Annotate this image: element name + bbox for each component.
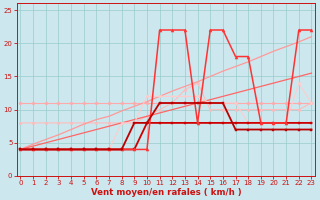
X-axis label: Vent moyen/en rafales ( km/h ): Vent moyen/en rafales ( km/h ) (91, 188, 241, 197)
